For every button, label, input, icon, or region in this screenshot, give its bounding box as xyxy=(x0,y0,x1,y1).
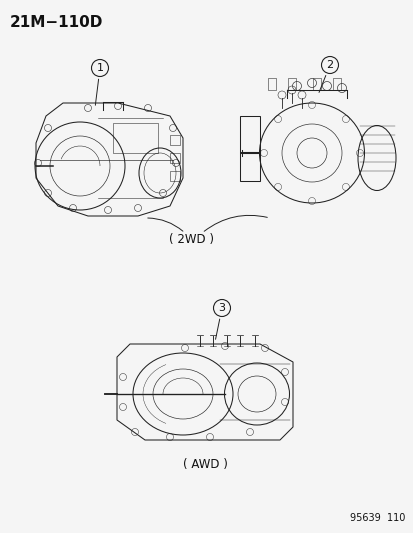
Text: ( AWD ): ( AWD ) xyxy=(182,458,227,471)
FancyArrowPatch shape xyxy=(147,218,183,231)
Text: 2: 2 xyxy=(325,60,333,70)
FancyArrowPatch shape xyxy=(204,215,267,231)
Text: 21M−110D: 21M−110D xyxy=(10,15,103,30)
Text: 95639  110: 95639 110 xyxy=(349,513,404,523)
Text: ( 2WD ): ( 2WD ) xyxy=(169,233,214,246)
Text: 1: 1 xyxy=(96,63,103,73)
Text: 3: 3 xyxy=(218,303,225,313)
